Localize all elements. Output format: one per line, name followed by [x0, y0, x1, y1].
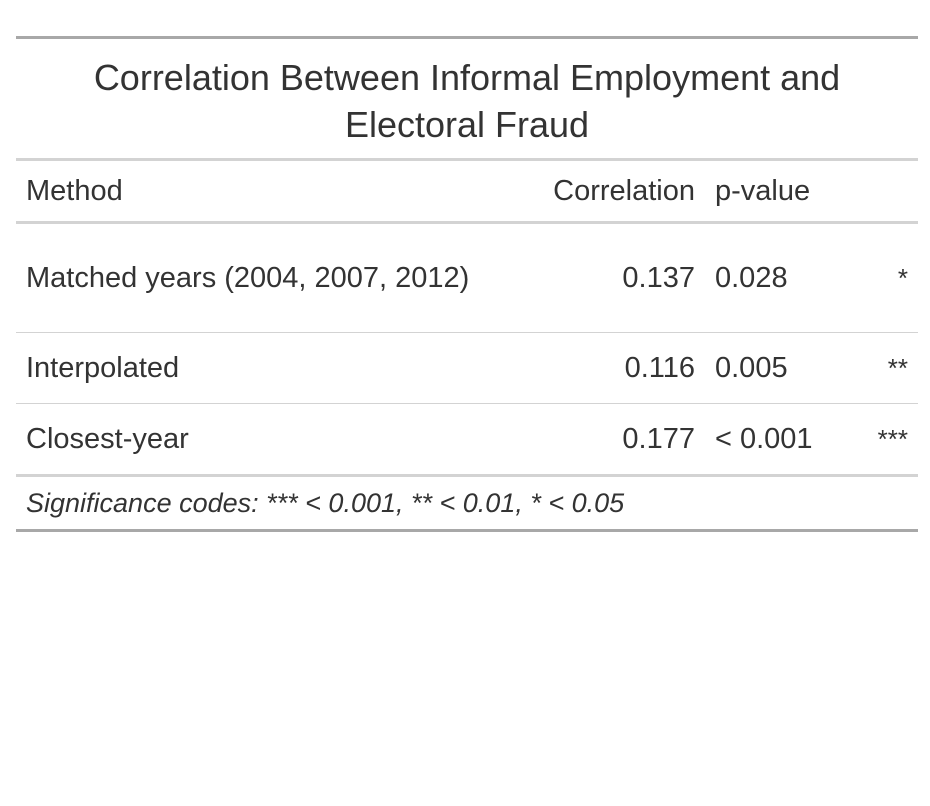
- table-title: Correlation Between Informal Employment …: [16, 37, 918, 161]
- correlation-table: Correlation Between Informal Employment …: [16, 36, 918, 532]
- column-header-correlation: Correlation: [496, 159, 705, 224]
- column-header-significance: [830, 159, 918, 224]
- table-footnote: Significance codes: *** < 0.001, ** < 0.…: [26, 487, 625, 518]
- cell-significance: *: [830, 222, 918, 333]
- cell-correlation: 0.116: [496, 332, 705, 404]
- cell-correlation: 0.177: [496, 403, 705, 477]
- cell-method: Matched years (2004, 2007, 2012): [16, 222, 496, 333]
- table-row: Matched years (2004, 2007, 2012) 0.137 0…: [16, 222, 918, 333]
- cell-significance: ***: [830, 403, 918, 477]
- cell-p-value: 0.028: [705, 222, 830, 333]
- title-row: Correlation Between Informal Employment …: [16, 37, 918, 161]
- correlation-table-container: Correlation Between Informal Employment …: [16, 36, 918, 532]
- cell-significance: **: [830, 332, 918, 404]
- column-header-p-value: p-value: [705, 159, 830, 224]
- column-header-method: Method: [16, 159, 496, 224]
- header-row: Method Correlation p-value: [16, 159, 918, 224]
- cell-p-value: 0.005: [705, 332, 830, 404]
- table-row: Closest-year 0.177 < 0.001 ***: [16, 403, 918, 477]
- cell-method: Interpolated: [16, 332, 496, 404]
- cell-correlation: 0.137: [496, 222, 705, 333]
- cell-method: Closest-year: [16, 403, 496, 477]
- footnote-row: Significance codes: *** < 0.001, ** < 0.…: [16, 476, 918, 531]
- cell-p-value: < 0.001: [705, 403, 830, 477]
- table-row: Interpolated 0.116 0.005 **: [16, 332, 918, 404]
